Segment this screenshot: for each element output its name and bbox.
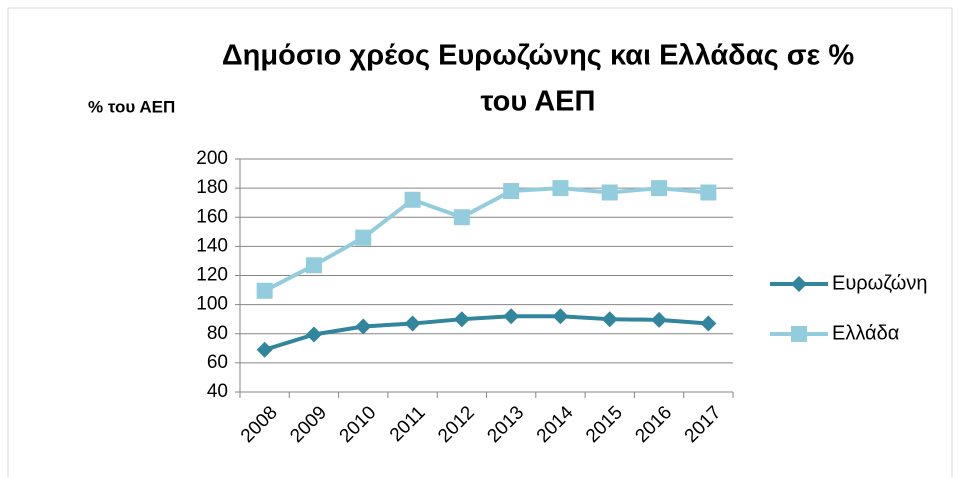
y-tick-label: 160 (196, 206, 228, 227)
y-tick-label: 140 (196, 235, 228, 256)
y-axis-label: % του ΑΕΠ (88, 97, 175, 116)
chart-title: του ΑΕΠ (481, 86, 596, 118)
marker (355, 318, 372, 335)
chart-frame (7, 7, 953, 477)
y-tick-label: 60 (207, 352, 228, 373)
marker (355, 229, 372, 246)
marker (552, 308, 569, 325)
marker (651, 180, 668, 197)
series-line (263, 186, 709, 293)
marker (453, 311, 470, 328)
marker (601, 311, 618, 328)
marker (256, 341, 273, 358)
marker (651, 311, 668, 328)
y-tick-label: 80 (207, 323, 228, 344)
legend-marker (791, 276, 807, 292)
y-tick-label: 120 (196, 265, 228, 286)
marker (700, 184, 717, 201)
marker (700, 315, 717, 332)
marker (305, 326, 322, 343)
marker (305, 257, 322, 274)
marker (256, 282, 273, 299)
legend-label: Ευρωζώνη (832, 272, 928, 294)
marker (404, 191, 421, 208)
y-tick-label: 200 (196, 148, 228, 169)
legend-label: Ελλάδα (832, 322, 899, 344)
y-tick-label: 40 (207, 381, 228, 402)
y-tick-label: 100 (196, 294, 228, 315)
marker (601, 184, 618, 201)
y-tick-label: 180 (196, 177, 228, 198)
marker (503, 308, 520, 325)
marker (453, 209, 470, 226)
marker (552, 180, 569, 197)
series-line (264, 314, 709, 352)
legend-marker (791, 326, 807, 342)
chart-title: Δημόσιο χρέος Ευρωζώνης και Ελλάδας σε % (222, 40, 855, 72)
marker (503, 183, 520, 200)
marker (404, 315, 421, 332)
